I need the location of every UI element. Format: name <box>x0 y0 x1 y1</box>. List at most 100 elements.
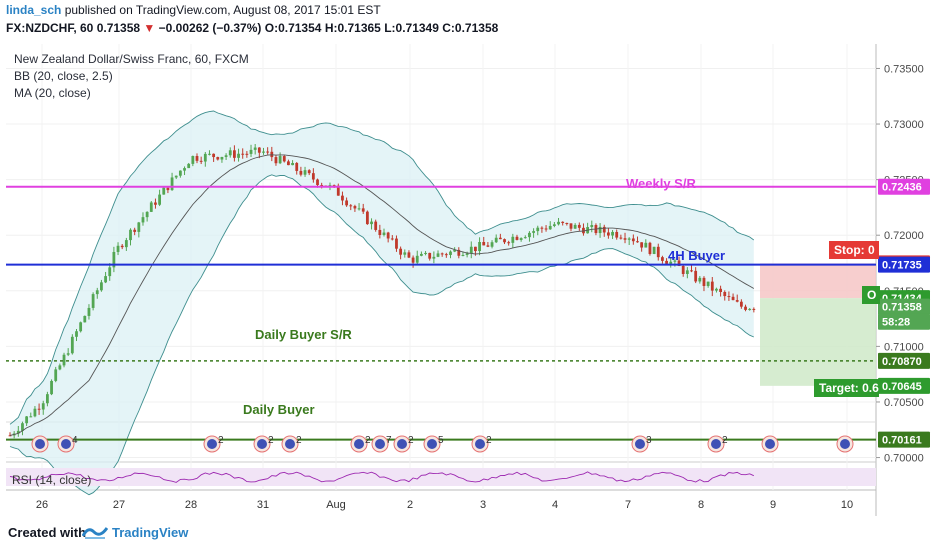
x-tick-label: 27 <box>113 499 125 511</box>
candle-body <box>370 221 373 225</box>
event-icon-center <box>285 439 295 449</box>
candle-body <box>698 277 702 282</box>
candle-body <box>120 245 124 248</box>
candle-body <box>503 239 506 243</box>
candle-body <box>532 231 535 233</box>
author-link[interactable]: linda_sch <box>6 3 62 17</box>
legend-bb[interactable]: BB (20, close, 2.5) <box>14 69 113 83</box>
target-label: Target: 0.6 <box>814 379 879 397</box>
price-chart[interactable]: 0.735000.730000.725000.720000.715000.710… <box>0 44 932 516</box>
event-icon-center <box>635 439 645 449</box>
candle-body <box>656 246 660 258</box>
candle-body <box>382 232 386 235</box>
candle-body <box>282 156 286 162</box>
candle-body <box>710 281 714 291</box>
candle-body <box>428 252 432 259</box>
candle-body <box>461 254 465 256</box>
candle-body <box>178 170 182 176</box>
candle-body <box>174 175 178 178</box>
x-tick-label: 31 <box>257 499 269 511</box>
price-label-box <box>878 377 930 394</box>
event-icon-center <box>397 439 407 449</box>
event-icon-center <box>354 439 364 449</box>
candle-body <box>486 245 490 247</box>
event-icon-center <box>375 439 385 449</box>
x-tick-label: 28 <box>185 499 197 511</box>
legend-ma[interactable]: MA (20, close) <box>14 86 91 100</box>
event-icon-center <box>765 439 775 449</box>
ohlc-close: C:0.71358 <box>442 21 499 35</box>
candle-body <box>33 408 37 417</box>
tradingview-brand[interactable]: TradingView <box>112 525 189 540</box>
candle-body <box>631 238 635 242</box>
candle-body <box>253 147 257 150</box>
candle-body <box>523 237 527 239</box>
candle-body <box>735 300 739 302</box>
event-count: 3 <box>646 435 652 446</box>
candle-body <box>557 221 560 225</box>
candle-body <box>365 211 369 225</box>
candle-body <box>349 205 353 207</box>
candle-body <box>411 257 415 263</box>
candle-body <box>245 153 249 155</box>
event-count: 2 <box>486 435 492 446</box>
candle-body <box>465 253 469 255</box>
x-tick-label: Aug <box>326 499 346 511</box>
candle-body <box>220 156 224 160</box>
candle-body <box>440 253 444 255</box>
event-count: 2 <box>408 435 414 446</box>
candle-body <box>357 208 361 210</box>
candle-body <box>87 307 91 316</box>
candle-body <box>274 157 278 164</box>
price-label-text: 0.70645 <box>882 381 922 393</box>
candle-body <box>158 194 161 205</box>
publish-info: linda_sch published on TradingView.com, … <box>6 3 381 17</box>
candle-body <box>145 211 149 218</box>
event-count: 2 <box>268 435 274 446</box>
candle-body <box>573 224 577 229</box>
moving-average <box>9 154 755 436</box>
candle-body <box>108 267 112 277</box>
candle-body <box>299 170 303 175</box>
price-change: −0.00262 (−0.37%) <box>158 21 262 35</box>
publish-text: published on TradingView.com, August 08,… <box>61 3 381 17</box>
candle-body <box>361 208 365 212</box>
candle-body <box>353 206 357 209</box>
price-label-box <box>878 178 930 195</box>
y-tick-label: 0.71000 <box>884 341 924 353</box>
candle-body <box>540 227 544 229</box>
event-count: 2 <box>296 435 302 446</box>
candle-body <box>16 430 20 434</box>
candle-body <box>432 256 436 259</box>
candle-body <box>636 241 639 243</box>
target-zone <box>760 298 876 386</box>
candle-body <box>58 365 62 370</box>
y-tick-label: 0.73500 <box>884 63 924 75</box>
candle-body <box>457 249 461 256</box>
candle-body <box>399 248 403 255</box>
candle-body <box>241 153 245 155</box>
quote-line: FX:NZDCHF, 60 0.71358 ▼ −0.00262 (−0.37%… <box>6 21 498 35</box>
candle-body <box>552 224 556 226</box>
candle-body <box>170 177 174 191</box>
candle-body <box>233 150 236 158</box>
candle-body <box>681 265 685 274</box>
candle-body <box>75 331 78 337</box>
y-tick-label: 0.70000 <box>884 453 924 465</box>
candle-body <box>70 336 74 354</box>
y-tick-label: 0.70500 <box>884 397 924 409</box>
candle-body <box>528 232 531 238</box>
candle-body <box>644 242 648 248</box>
price-label-box <box>878 256 930 273</box>
bollinger-band-fill <box>10 111 754 495</box>
candle-body <box>303 170 307 175</box>
candle-body <box>216 157 220 160</box>
candle-body <box>752 308 756 310</box>
candle-body <box>237 153 240 158</box>
candle-body <box>54 369 58 381</box>
candle-body <box>8 435 12 437</box>
event-icon-center <box>427 439 437 449</box>
event-count: 2 <box>218 435 224 446</box>
candle-body <box>374 221 378 230</box>
candle-body <box>449 251 452 255</box>
